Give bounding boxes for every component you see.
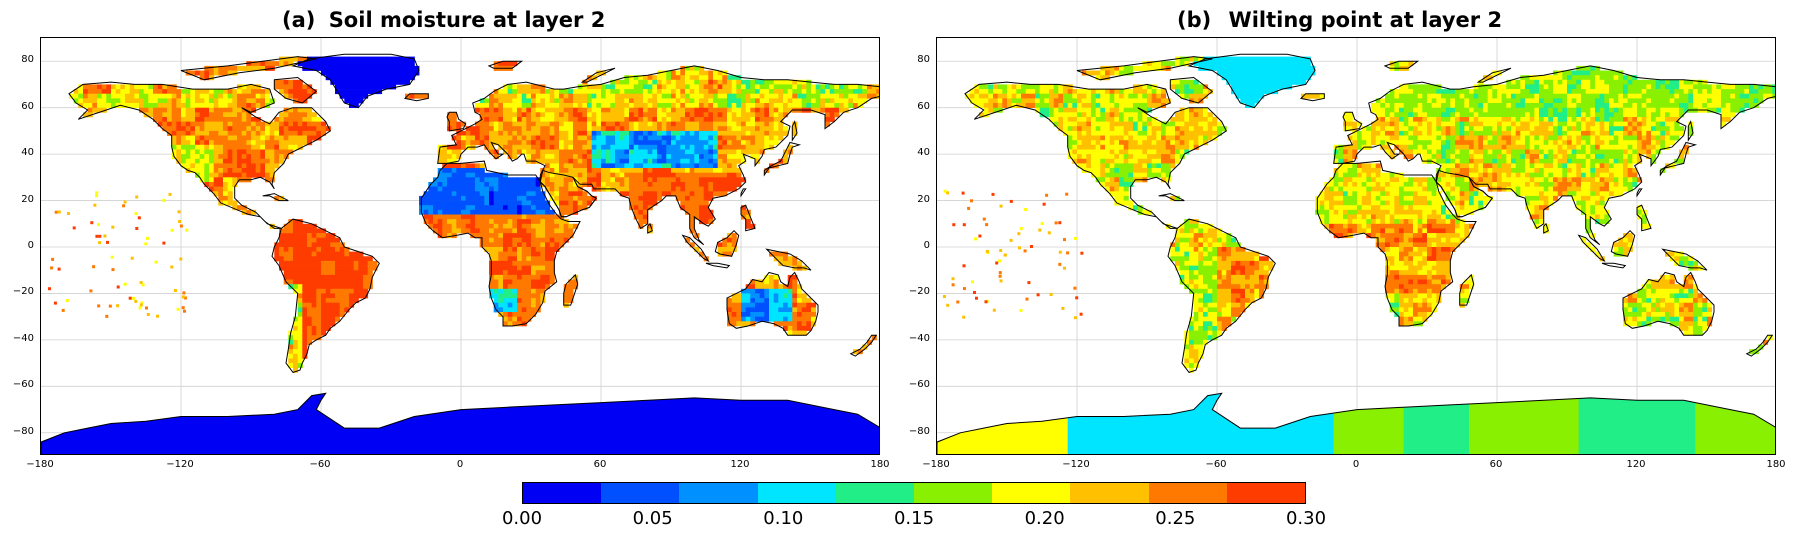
colorbar-tick-label: 0.20 (1024, 508, 1065, 529)
y-tick-label: 60 (917, 100, 930, 112)
y-tick-label: −60 (12, 379, 34, 391)
map-canvas-a (41, 38, 879, 454)
y-tick-label: −20 (908, 286, 930, 298)
panel-label-a: (a) (282, 8, 316, 32)
colorbar (522, 482, 1306, 504)
colorbar-cell (1070, 483, 1149, 503)
colorbar-tick-label: 0.05 (632, 508, 673, 529)
antarctica (41, 392, 879, 454)
colorbar-tick-label: 0.10 (763, 508, 804, 529)
map-frame-a (40, 37, 880, 455)
x-tick-label: 180 (870, 459, 890, 470)
y-tick-label: 60 (21, 100, 34, 112)
x-tick-label: 120 (1626, 459, 1646, 470)
y-tick-label: 80 (21, 54, 34, 66)
colorbar-cell (601, 483, 680, 503)
colorbar-cell (523, 483, 602, 503)
map-frame-b (936, 37, 1776, 455)
colorbar-tick-label: 0.15 (893, 508, 935, 529)
x-tick-label: 180 (1766, 459, 1786, 470)
x-tick-label: −180 (26, 459, 54, 470)
y-tick-label: 40 (917, 147, 930, 159)
colorbar-cell (1148, 483, 1227, 503)
y-tick-label: −40 (12, 332, 34, 344)
y-tick-label: 0 (923, 240, 930, 251)
y-tick-label: −80 (12, 425, 34, 437)
colorbar-tick-label: 0.00 (501, 508, 543, 529)
x-tick-label: 60 (593, 459, 607, 470)
x-tick-label: −180 (922, 459, 950, 470)
y-tick-label: 80 (917, 54, 930, 66)
x-tick-label: −60 (309, 459, 331, 470)
panel-title-text-a: Soil moisture at layer 2 (328, 8, 606, 32)
x-tick-label: 60 (1489, 459, 1503, 470)
colorbar-cell (835, 483, 915, 503)
colorbar-tick-label: 0.25 (1155, 508, 1196, 529)
x-tick-label: 0 (1352, 459, 1360, 470)
colorbar-tick-label: 0.30 (1285, 508, 1327, 529)
colorbar-cell (757, 483, 836, 503)
panel-title-b: (b) Wilting point at layer 2 (1177, 8, 1502, 32)
colorbar-cell (1226, 483, 1306, 503)
coastlines (964, 53, 1775, 373)
x-tick-label: −60 (1205, 459, 1227, 470)
y-tick-label: −60 (908, 379, 930, 391)
raster-cells (942, 56, 1775, 373)
raster-cells (48, 56, 879, 373)
x-tick-label: −120 (1062, 459, 1090, 470)
panel-title-text-b: Wilting point at layer 2 (1228, 8, 1503, 32)
y-tick-label: −40 (908, 332, 930, 344)
y-tick-label: 20 (917, 193, 930, 205)
y-tick-label: 0 (27, 240, 34, 251)
y-tick-label: 20 (21, 193, 34, 205)
panel-title-a: (a) Soil moisture at layer 2 (282, 8, 605, 32)
x-tick-label: −120 (166, 459, 194, 470)
coastlines (68, 53, 879, 373)
colorbar-cell (914, 483, 993, 503)
y-tick-label: −20 (12, 286, 34, 298)
colorbar-cell (679, 483, 758, 503)
y-tick-label: 40 (21, 147, 34, 159)
x-tick-label: 120 (730, 459, 750, 470)
antarctica (937, 392, 1775, 454)
x-tick-label: 0 (456, 459, 464, 470)
panel-label-b: (b) (1177, 8, 1212, 32)
map-canvas-b (937, 38, 1775, 454)
y-tick-label: −80 (908, 425, 930, 437)
colorbar-cell (992, 483, 1071, 503)
